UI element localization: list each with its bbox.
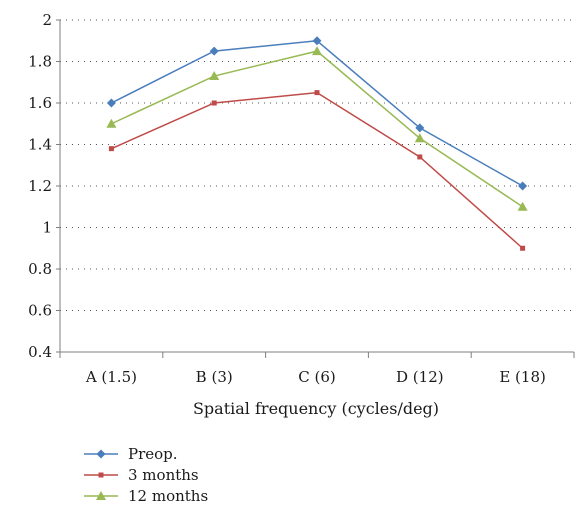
data-point [108, 146, 114, 152]
legend-item: Preop. [84, 445, 178, 463]
series-12-months [106, 46, 528, 211]
data-point [314, 90, 320, 96]
series-group [106, 36, 528, 251]
x-axis-title: Spatial frequency (cycles/deg) [193, 399, 439, 418]
data-point [312, 36, 322, 46]
legend-label: 12 months [128, 487, 208, 505]
y-tick-label: 0.4 [28, 343, 52, 361]
x-tick-label: E (18) [499, 368, 546, 386]
legend-item: 12 months [84, 487, 208, 505]
y-tick-label: 1.4 [28, 136, 52, 154]
legend: Preop. 3 months 12 months [84, 445, 208, 505]
x-tick-label: B (3) [196, 368, 233, 386]
x-tick-labels: A (1.5) B (3) C (6) D (12) E (18) [85, 368, 546, 386]
data-point [518, 181, 528, 191]
data-point [417, 154, 423, 160]
data-point [209, 46, 219, 56]
legend-marker [96, 491, 106, 500]
x-tick-label: C (6) [298, 368, 336, 386]
data-point [520, 245, 526, 251]
series-line [111, 39, 523, 187]
data-point [209, 71, 220, 81]
series-preop [106, 36, 528, 191]
legend-marker [98, 472, 104, 478]
data-point [106, 118, 117, 128]
data-point [211, 100, 217, 106]
legend-label: Preop. [128, 445, 178, 463]
data-point [414, 133, 425, 143]
legend-label: 3 months [128, 466, 199, 484]
y-tick-label: 0.6 [28, 302, 52, 320]
y-tick-label: 1 [42, 219, 52, 237]
y-tick-label: 2 [42, 11, 52, 29]
axes [56, 19, 575, 358]
y-tick-label: 1.6 [28, 94, 52, 112]
legend-marker [96, 449, 106, 459]
y-tick-labels: 0.4 0.6 0.8 1 1.2 1.4 1.6 1.8 2 [28, 11, 52, 361]
y-tick-label: 1.8 [28, 53, 52, 71]
x-tick-label: D (12) [396, 368, 444, 386]
data-point [517, 201, 528, 211]
x-tick-label: A (1.5) [85, 368, 137, 386]
y-tick-label: 1.2 [28, 177, 52, 195]
data-point [106, 98, 116, 108]
series-line [111, 91, 524, 249]
series-line [111, 50, 524, 208]
y-tick-label: 0.8 [28, 260, 52, 278]
gridlines [60, 19, 574, 311]
series-3-months [108, 90, 526, 251]
data-point [312, 46, 322, 56]
legend-item: 3 months [84, 466, 199, 484]
data-point [415, 123, 425, 133]
